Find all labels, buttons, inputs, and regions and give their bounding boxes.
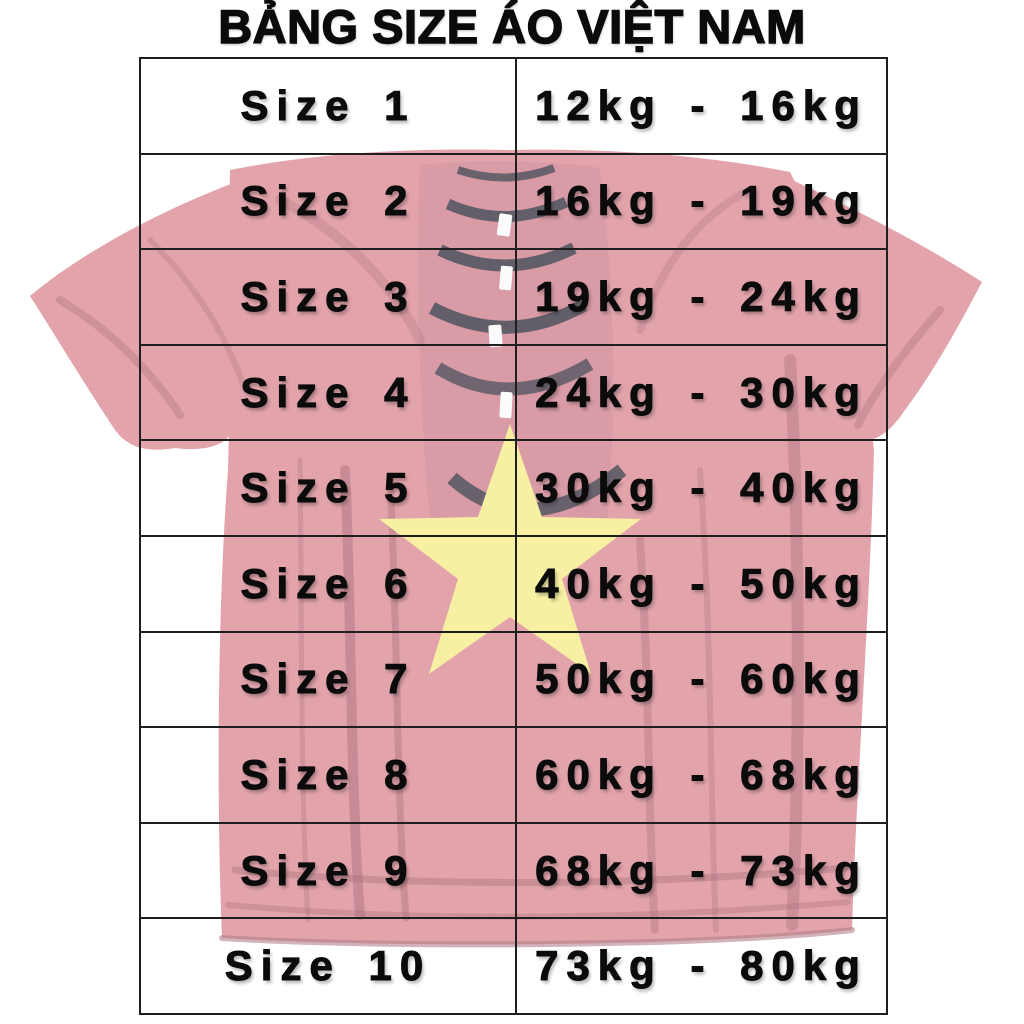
- table-row: Size 2 16kg - 19kg: [139, 152, 888, 251]
- size-table-body: Size 1 12kg - 16kg Size 2 16kg - 19kg Si…: [139, 57, 888, 1015]
- size-table: Size 1 12kg - 16kg Size 2 16kg - 19kg Si…: [139, 57, 888, 1015]
- weight-cell: 50kg - 60kg: [515, 630, 888, 729]
- table-row: Size 5 30kg - 40kg: [139, 439, 888, 537]
- page-title: BẢNG SIZE ÁO VIỆT NAM: [218, 0, 806, 54]
- table-row: Size 3 19kg - 24kg: [139, 248, 888, 346]
- table-row: Size 1 12kg - 16kg: [139, 57, 888, 155]
- size-cell: Size 10: [139, 917, 517, 1015]
- weight-cell: 12kg - 16kg: [515, 57, 888, 155]
- table-row: Size 7 50kg - 60kg: [139, 630, 888, 729]
- size-cell: Size 2: [139, 152, 517, 251]
- table-row: Size 9 68kg - 73kg: [139, 821, 888, 920]
- weight-cell: 19kg - 24kg: [515, 248, 888, 346]
- size-cell: Size 5: [139, 439, 517, 537]
- size-cell: Size 3: [139, 248, 517, 346]
- weight-cell: 40kg - 50kg: [515, 534, 888, 633]
- table-row: Size 4 24kg - 30kg: [139, 343, 888, 442]
- weight-cell: 60kg - 68kg: [515, 726, 888, 824]
- weight-cell: 68kg - 73kg: [515, 821, 888, 920]
- size-cell: Size 6: [139, 534, 517, 633]
- size-cell: Size 8: [139, 726, 517, 824]
- table-row: Size 6 40kg - 50kg: [139, 534, 888, 633]
- size-cell: Size 1: [139, 57, 517, 155]
- size-cell: Size 7: [139, 630, 517, 729]
- table-row: Size 8 60kg - 68kg: [139, 726, 888, 824]
- weight-cell: 73kg - 80kg: [515, 917, 888, 1015]
- weight-cell: 24kg - 30kg: [515, 343, 888, 442]
- table-row: Size 10 73kg - 80kg: [139, 917, 888, 1015]
- weight-cell: 30kg - 40kg: [515, 439, 888, 537]
- size-cell: Size 4: [139, 343, 517, 442]
- size-cell: Size 9: [139, 821, 517, 920]
- weight-cell: 16kg - 19kg: [515, 152, 888, 251]
